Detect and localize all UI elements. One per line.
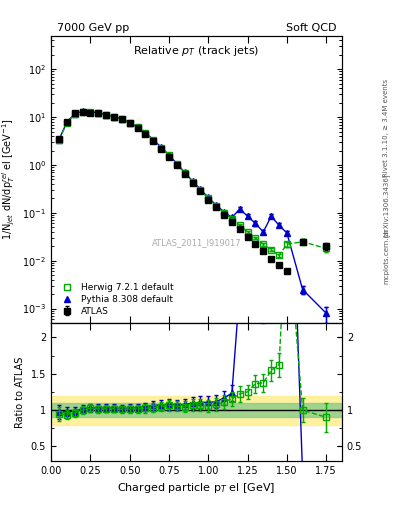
Herwig 7.2.1 default xyxy=(104,112,108,118)
Text: Rivet 3.1.10, ≥ 3.4M events: Rivet 3.1.10, ≥ 3.4M events xyxy=(383,79,389,177)
Herwig 7.2.1 default xyxy=(222,210,226,216)
Herwig 7.2.1 default xyxy=(167,152,171,158)
Pythia 8.308 default xyxy=(230,215,234,221)
Pythia 8.308 default xyxy=(182,169,187,176)
Pythia 8.308 default xyxy=(159,144,163,151)
Text: Soft QCD: Soft QCD xyxy=(286,23,336,33)
Herwig 7.2.1 default xyxy=(261,241,266,247)
Pythia 8.308 default xyxy=(88,109,93,115)
Pythia 8.308 default xyxy=(190,178,195,184)
Pythia 8.308 default xyxy=(57,137,61,143)
Pythia 8.308 default xyxy=(206,195,211,201)
Pythia 8.308 default xyxy=(324,310,329,316)
Pythia 8.308 default xyxy=(253,220,258,226)
Herwig 7.2.1 default xyxy=(112,114,116,120)
Text: [arXiv:1306.3436]: [arXiv:1306.3436] xyxy=(382,173,389,237)
Pythia 8.308 default xyxy=(104,112,108,118)
Pythia 8.308 default xyxy=(222,209,226,215)
X-axis label: Charged particle p$_{T}$ el [GeV]: Charged particle p$_{T}$ el [GeV] xyxy=(118,481,275,495)
Herwig 7.2.1 default xyxy=(127,120,132,126)
Bar xyxy=(51,403,342,417)
Pythia 8.308 default xyxy=(277,222,281,228)
Pythia 8.308 default xyxy=(237,206,242,212)
Bar xyxy=(51,395,342,424)
Pythia 8.308 default xyxy=(245,213,250,219)
Text: 7000 GeV pp: 7000 GeV pp xyxy=(57,23,129,33)
Herwig 7.2.1 default xyxy=(237,222,242,228)
Herwig 7.2.1 default xyxy=(119,116,124,122)
Herwig 7.2.1 default xyxy=(285,241,289,247)
Y-axis label: 1/N$_{jet}$ dN/dp$^{rel}_{T}$ el [GeV$^{-1}$]: 1/N$_{jet}$ dN/dp$^{rel}_{T}$ el [GeV$^{… xyxy=(0,118,17,241)
Herwig 7.2.1 default xyxy=(214,203,219,209)
Herwig 7.2.1 default xyxy=(64,120,69,126)
Herwig 7.2.1 default xyxy=(57,137,61,143)
Herwig 7.2.1 default xyxy=(88,109,93,115)
Pythia 8.308 default xyxy=(285,230,289,236)
Herwig 7.2.1 default xyxy=(190,179,195,185)
Pythia 8.308 default xyxy=(119,116,124,122)
Pythia 8.308 default xyxy=(151,137,156,143)
Text: Relative $p_T$ (track jets): Relative $p_T$ (track jets) xyxy=(133,45,260,58)
Pythia 8.308 default xyxy=(198,186,203,193)
Herwig 7.2.1 default xyxy=(324,245,329,251)
Pythia 8.308 default xyxy=(261,229,266,235)
Pythia 8.308 default xyxy=(96,110,101,116)
Pythia 8.308 default xyxy=(143,130,148,136)
Herwig 7.2.1 default xyxy=(206,196,211,202)
Herwig 7.2.1 default xyxy=(143,130,148,136)
Pythia 8.308 default xyxy=(80,109,85,115)
Herwig 7.2.1 default xyxy=(135,124,140,131)
Herwig 7.2.1 default xyxy=(245,229,250,235)
Pythia 8.308 default xyxy=(269,213,274,219)
Pythia 8.308 default xyxy=(174,161,179,167)
Herwig 7.2.1 default xyxy=(159,144,163,151)
Herwig 7.2.1 default xyxy=(151,137,156,143)
Line: Herwig 7.2.1 default: Herwig 7.2.1 default xyxy=(56,109,329,258)
Herwig 7.2.1 default xyxy=(198,187,203,193)
Herwig 7.2.1 default xyxy=(80,109,85,115)
Pythia 8.308 default xyxy=(300,286,305,292)
Pythia 8.308 default xyxy=(127,119,132,125)
Y-axis label: Ratio to ATLAS: Ratio to ATLAS xyxy=(15,356,25,428)
Pythia 8.308 default xyxy=(214,202,219,208)
Pythia 8.308 default xyxy=(72,111,77,117)
Herwig 7.2.1 default xyxy=(300,239,305,245)
Pythia 8.308 default xyxy=(64,119,69,125)
Herwig 7.2.1 default xyxy=(72,111,77,117)
Herwig 7.2.1 default xyxy=(174,161,179,167)
Herwig 7.2.1 default xyxy=(277,252,281,259)
Herwig 7.2.1 default xyxy=(96,110,101,116)
Herwig 7.2.1 default xyxy=(269,247,274,253)
Pythia 8.308 default xyxy=(135,124,140,130)
Line: Pythia 8.308 default: Pythia 8.308 default xyxy=(56,109,329,316)
Pythia 8.308 default xyxy=(112,114,116,120)
Pythia 8.308 default xyxy=(167,152,171,158)
Herwig 7.2.1 default xyxy=(230,216,234,222)
Text: mcplots.cern.ch: mcplots.cern.ch xyxy=(383,228,389,284)
Herwig 7.2.1 default xyxy=(253,235,258,241)
Text: ATLAS_2011_I919017: ATLAS_2011_I919017 xyxy=(152,238,241,247)
Herwig 7.2.1 default xyxy=(182,170,187,176)
Legend: Herwig 7.2.1 default, Pythia 8.308 default, ATLAS: Herwig 7.2.1 default, Pythia 8.308 defau… xyxy=(55,281,176,318)
